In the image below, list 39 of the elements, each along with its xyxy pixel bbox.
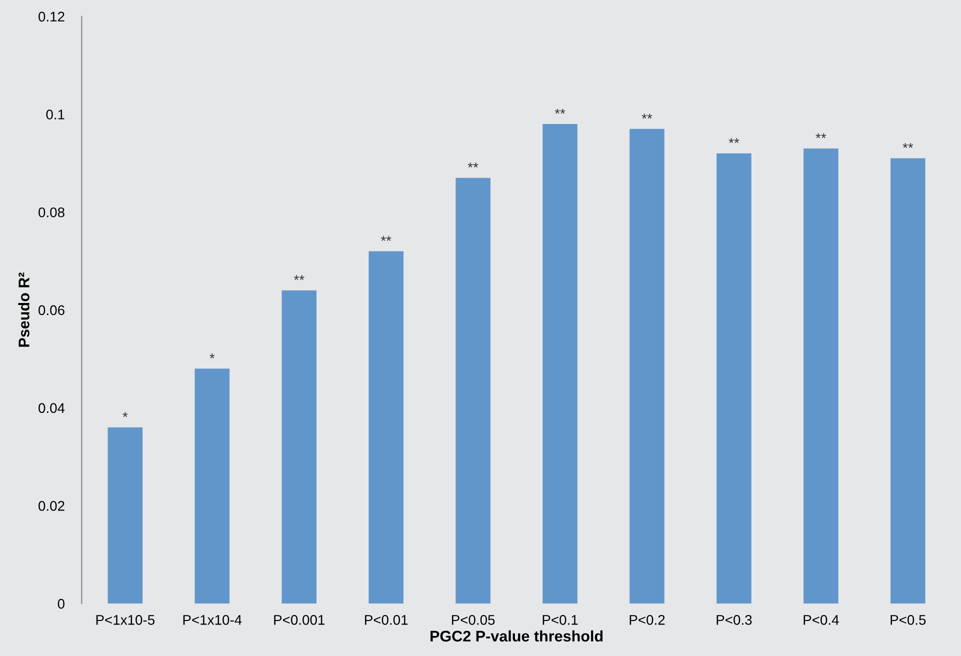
bar [542,124,578,604]
bar [108,427,143,604]
x-tick-label: P<0.1 [542,615,578,625]
x-tick-label: P<0.05 [452,615,495,625]
annotation: ** [380,236,392,241]
annotation: ** [816,133,826,138]
y-axis-title: Pseudo R² [18,272,30,347]
bar [716,153,752,604]
annotation: ** [468,162,478,168]
annotation: ** [294,275,304,280]
annotation: ** [642,114,652,119]
y-tick-label: 0.1 [46,110,64,120]
x-tick-label: P<1x10-5 [96,615,155,625]
x-tick-label: P<0.2 [630,615,665,625]
y-tick-label: 0.08 [38,207,64,218]
x-axis-title: PGC2 P-value threshold [430,630,603,642]
y-tick-label: 0.12 [38,12,64,22]
annotation: ** [902,143,914,148]
x-tick-label: P<0.001 [274,615,324,625]
y-tick-label: 0.04 [38,403,65,413]
x-tick-label: P<0.4 [804,615,839,625]
x-tick-label: P<1x10-4 [183,615,242,625]
bar [194,368,230,604]
x-tick-label: P<0.5 [890,615,926,625]
bar [282,290,317,604]
annotation: ** [728,138,740,144]
bar [630,128,664,604]
bar [890,158,926,604]
bar [456,178,490,604]
y-tick-label: 0 [58,598,64,609]
annotation: ** [554,108,566,114]
x-tick-label: P<0.01 [365,615,408,625]
annotation: * [122,412,128,418]
bar [804,148,838,604]
bar [368,251,404,604]
annotation: * [210,353,215,358]
y-tick-label: 0.06 [38,305,64,316]
x-tick-label: P<0.3 [716,615,752,625]
y-tick-label: 0.02 [38,501,64,511]
